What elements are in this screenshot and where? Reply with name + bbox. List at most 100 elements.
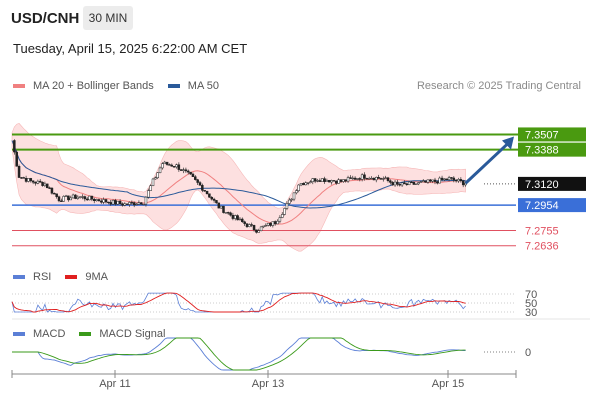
- candle-body: [372, 177, 376, 181]
- candle-body: [445, 178, 448, 181]
- candle-body: [88, 195, 91, 201]
- candle-body: [351, 177, 354, 180]
- candle-body: [217, 202, 221, 209]
- candle-body: [262, 225, 265, 228]
- candle-body: [191, 173, 195, 177]
- candle-body: [78, 196, 82, 198]
- level-label-3: 7.2954: [525, 200, 559, 212]
- candle-body: [234, 215, 237, 219]
- candle-body: [363, 174, 366, 179]
- candle-body: [17, 166, 21, 178]
- candle-body: [90, 195, 94, 200]
- candle-body: [36, 180, 40, 184]
- candle-body: [224, 212, 228, 214]
- candle-body: [215, 200, 218, 204]
- candle-body: [147, 190, 150, 198]
- candle-body: [342, 179, 345, 182]
- candle-body: [431, 179, 434, 182]
- candle-body: [43, 183, 47, 186]
- level-tag-1: [518, 142, 586, 157]
- candle-body: [365, 178, 369, 180]
- candle-body: [358, 178, 362, 180]
- candle-body: [414, 183, 418, 185]
- candle-body: [304, 182, 307, 186]
- candle-body: [85, 198, 89, 201]
- ma20-swatch: [13, 84, 25, 88]
- candle-body: [405, 183, 409, 185]
- candle-body: [436, 181, 439, 184]
- level-tag-2: [518, 176, 586, 191]
- candle-body: [46, 183, 49, 189]
- candle-body: [62, 196, 65, 202]
- candle-body: [50, 187, 54, 194]
- candle-body: [419, 181, 423, 183]
- candle-body: [201, 185, 204, 191]
- candle-body: [24, 177, 28, 182]
- candle-body: [360, 174, 364, 180]
- candle-body: [450, 177, 453, 179]
- candle-body: [116, 200, 119, 205]
- level-tag-3: [518, 198, 586, 213]
- candles: [13, 139, 467, 234]
- price-levels: [12, 133, 518, 247]
- rsi-ma-swatch: [65, 275, 78, 279]
- candle-body: [457, 179, 460, 182]
- candle-body: [203, 190, 206, 192]
- candle-body: [367, 178, 371, 180]
- candle-body: [316, 180, 319, 182]
- candle-body: [332, 180, 336, 182]
- candle-body: [81, 196, 84, 198]
- candle-body: [161, 163, 164, 169]
- timeframe-button[interactable]: 30 MIN: [83, 6, 133, 30]
- x-tick-label: Apr 11: [99, 378, 131, 390]
- candle-body: [128, 202, 131, 205]
- candle-body: [311, 178, 315, 182]
- legend-macd-label: MACD: [33, 328, 66, 340]
- candle-body: [370, 177, 373, 180]
- candle-body: [189, 171, 192, 175]
- candle-body: [250, 224, 253, 226]
- candle-body: [123, 203, 127, 206]
- candle-body: [104, 199, 108, 203]
- candle-body: [175, 164, 178, 168]
- symbol-title: USD/CNH: [11, 10, 80, 27]
- candle-body: [60, 200, 63, 202]
- legend-rsi-label: RSI: [33, 271, 52, 283]
- candle-body: [163, 161, 166, 165]
- legend-ma50-label: MA 50: [187, 80, 219, 92]
- candle-body: [31, 180, 35, 183]
- projection-shaft: [464, 142, 510, 185]
- candle-body: [34, 181, 37, 184]
- candle-body: [226, 212, 230, 214]
- candle-body: [168, 164, 171, 166]
- candle-body: [102, 199, 105, 203]
- candle-body: [276, 220, 279, 225]
- candle-body: [151, 178, 155, 186]
- legend-main: MA 20 + Bollinger Bands MA 50: [13, 80, 219, 92]
- candle-body: [346, 177, 350, 182]
- ma50-swatch: [167, 84, 180, 88]
- candle-body: [252, 225, 256, 231]
- candle-body: [299, 183, 303, 186]
- candle-body: [231, 214, 235, 219]
- candle-body: [179, 169, 183, 171]
- candle-body: [83, 196, 87, 200]
- candle-body: [264, 224, 268, 227]
- candle-body: [15, 151, 18, 167]
- candle-body: [165, 161, 169, 165]
- candle-body: [281, 214, 284, 218]
- candle-body: [13, 140, 16, 153]
- macd-zero-label: 0: [525, 347, 531, 359]
- candle-body: [196, 179, 199, 183]
- level-label-4: 7.2755: [525, 226, 559, 238]
- candle-body: [375, 177, 378, 181]
- candle-body: [379, 178, 383, 180]
- candle-body: [461, 180, 465, 186]
- candle-body: [109, 202, 112, 205]
- candle-body: [140, 202, 143, 205]
- candle-body: [337, 179, 340, 184]
- candle-body: [356, 178, 359, 180]
- macd-signal-swatch: [79, 332, 92, 336]
- candle-body: [407, 181, 411, 185]
- level-label-0: 7.3507: [525, 129, 559, 141]
